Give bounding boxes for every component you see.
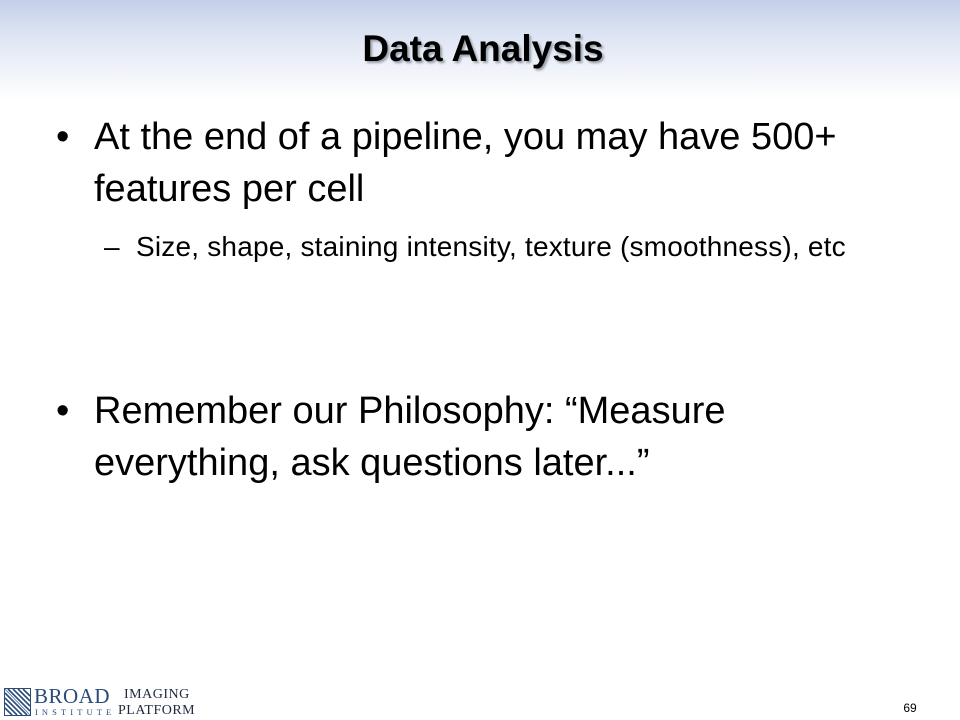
slide-title: Data Analysis (362, 28, 604, 69)
bullet-text: Remember our Philosophy: “Measure everyt… (94, 390, 726, 484)
bullet-marker: • (56, 390, 70, 432)
logo-text-platform: PLATFORM (118, 703, 196, 718)
sub-bullet-item-1: – Size, shape, staining intensity, textu… (104, 224, 904, 269)
logo-text-institute: INSTITUTE (35, 707, 116, 717)
broad-imaging-platform-logo: BROAD INSTITUTE IMAGING PLATFORM (4, 686, 204, 718)
bullet-marker: • (56, 116, 70, 158)
bullet-item-2: • Remember our Philosophy: “Measure ever… (56, 385, 916, 489)
page-number: 69 (903, 701, 917, 715)
logo-text-broad: BROAD (34, 684, 111, 708)
bullet-text: At the end of a pipeline, you may have 5… (94, 116, 837, 210)
broad-institute-logo-icon (4, 688, 31, 716)
sub-bullet-text: Size, shape, staining intensity, texture… (136, 231, 846, 262)
sub-bullet-marker: – (104, 231, 120, 262)
bullet-item-1: • At the end of a pipeline, you may have… (56, 111, 916, 215)
title-background-band (0, 0, 960, 100)
logo-text-imaging: IMAGING (124, 687, 190, 702)
